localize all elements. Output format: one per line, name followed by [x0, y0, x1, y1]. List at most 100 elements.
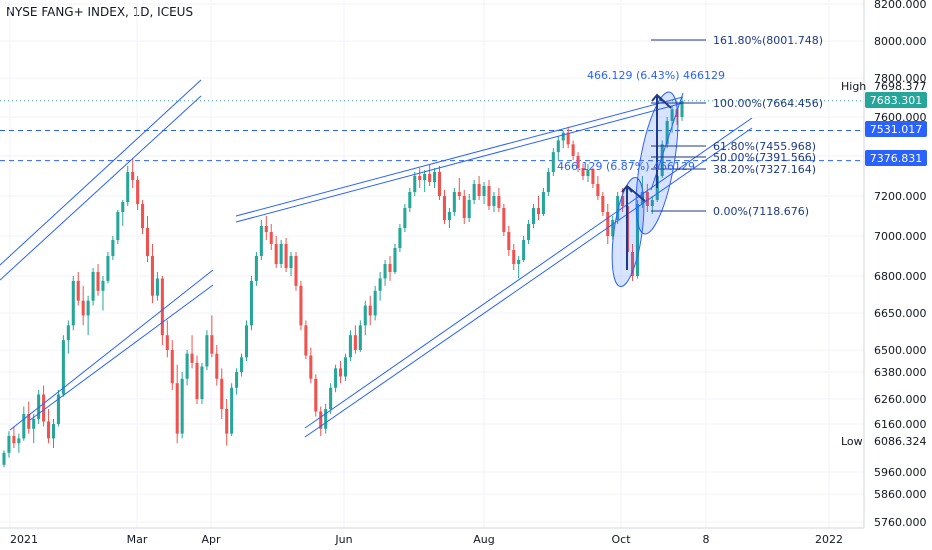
candle-body[interactable] — [81, 300, 85, 316]
candle-body[interactable] — [289, 256, 293, 268]
candle-body[interactable] — [413, 176, 417, 192]
candle-body[interactable] — [42, 394, 46, 422]
candle-body[interactable] — [32, 419, 36, 429]
candle-body[interactable] — [324, 409, 328, 429]
candle-body[interactable] — [66, 325, 70, 341]
candle-body[interactable] — [185, 353, 189, 379]
candle-body[interactable] — [121, 202, 125, 212]
candle-body[interactable] — [670, 109, 674, 121]
candle-body[interactable] — [348, 335, 352, 358]
candle-body[interactable] — [86, 300, 90, 316]
candle-body[interactable] — [299, 285, 303, 326]
candle-body[interactable] — [442, 196, 446, 220]
candle-body[interactable] — [378, 278, 382, 291]
candle-body[interactable] — [116, 212, 120, 240]
candle-body[interactable] — [155, 278, 159, 296]
trend-line[interactable] — [235, 102, 684, 223]
candle-body[interactable] — [215, 353, 219, 379]
candle-body[interactable] — [487, 186, 491, 206]
candle-body[interactable] — [165, 335, 169, 350]
trend-line[interactable] — [304, 117, 753, 429]
candle-body[interactable] — [76, 280, 80, 301]
candle-body[interactable] — [126, 172, 130, 202]
candle-body[interactable] — [136, 180, 140, 204]
candle-body[interactable] — [145, 228, 150, 256]
candle-body[interactable] — [398, 228, 402, 248]
candle-body[interactable] — [660, 144, 664, 176]
candle-body[interactable] — [497, 196, 501, 208]
candle-body[interactable] — [581, 168, 585, 176]
candle-body[interactable] — [12, 436, 16, 444]
candle-body[interactable] — [141, 204, 145, 228]
candle-body[interactable] — [650, 200, 654, 206]
candle-body[interactable] — [304, 325, 308, 356]
candle-body[interactable] — [462, 196, 466, 218]
candle-body[interactable] — [556, 140, 560, 153]
trend-line[interactable] — [9, 269, 214, 431]
candle-body[interactable] — [269, 232, 273, 244]
candle-body[interactable] — [527, 224, 531, 240]
candle-body[interactable] — [621, 196, 625, 206]
candle-body[interactable] — [551, 152, 555, 172]
candle-body[interactable] — [601, 196, 605, 212]
trend-line[interactable] — [304, 127, 753, 438]
candle-body[interactable] — [71, 280, 75, 326]
candle-body[interactable] — [190, 353, 194, 363]
candle-body[interactable] — [279, 244, 283, 264]
candle-body[interactable] — [507, 232, 511, 250]
candle-body[interactable] — [200, 366, 204, 400]
candle-body[interactable] — [531, 208, 536, 224]
candle-body[interactable] — [37, 394, 41, 420]
trend-line[interactable] — [0, 79, 202, 266]
candle-body[interactable] — [423, 174, 427, 180]
candle-body[interactable] — [383, 264, 387, 279]
candle-body[interactable] — [338, 368, 343, 377]
candle-body[interactable] — [403, 208, 407, 228]
candle-body[interactable] — [254, 256, 258, 281]
candle-body[interactable] — [230, 387, 234, 434]
candle-body[interactable] — [17, 438, 21, 444]
candle-body[interactable] — [452, 192, 456, 212]
candle-body[interactable] — [314, 378, 318, 412]
candle-body[interactable] — [284, 244, 288, 268]
candle-body[interactable] — [294, 256, 298, 286]
candle-body[interactable] — [512, 250, 516, 264]
candle-body[interactable] — [220, 378, 224, 409]
candle-body[interactable] — [467, 200, 471, 218]
candle-body[interactable] — [195, 362, 199, 399]
candle-body[interactable] — [546, 172, 550, 192]
candle-body[interactable] — [675, 109, 679, 117]
candle-body[interactable] — [180, 378, 184, 434]
candle-body[interactable] — [22, 414, 26, 439]
candle-body[interactable] — [576, 156, 580, 168]
candle-body[interactable] — [205, 335, 209, 367]
candle-body[interactable] — [111, 240, 115, 256]
candle-body[interactable] — [249, 280, 253, 326]
candle-body[interactable] — [447, 212, 451, 220]
candle-body[interactable] — [175, 383, 179, 434]
candle-body[interactable] — [437, 172, 442, 196]
candle-body[interactable] — [482, 186, 486, 196]
candle-body[interactable] — [235, 372, 239, 388]
candle-body[interactable] — [635, 204, 639, 276]
candle-body[interactable] — [27, 414, 31, 429]
candle-body[interactable] — [457, 192, 461, 196]
candle-body[interactable] — [492, 196, 496, 206]
candle-body[interactable] — [363, 305, 367, 326]
candle-body[interactable] — [51, 424, 56, 439]
candle-body[interactable] — [47, 421, 51, 439]
candle-body[interactable] — [91, 272, 95, 301]
candle-body[interactable] — [571, 144, 575, 156]
candle-body[interactable] — [96, 272, 100, 291]
candle-body[interactable] — [502, 208, 506, 232]
candle-body[interactable] — [170, 350, 174, 384]
candle-body[interactable] — [56, 394, 60, 425]
candle-body[interactable] — [244, 325, 249, 358]
candle-body[interactable] — [259, 226, 263, 256]
candle-body[interactable] — [2, 452, 6, 465]
candle-body[interactable] — [645, 192, 649, 206]
candle-body[interactable] — [160, 278, 164, 336]
candle-body[interactable] — [274, 244, 278, 264]
candle-body[interactable] — [225, 409, 229, 434]
candle-body[interactable] — [596, 184, 600, 196]
